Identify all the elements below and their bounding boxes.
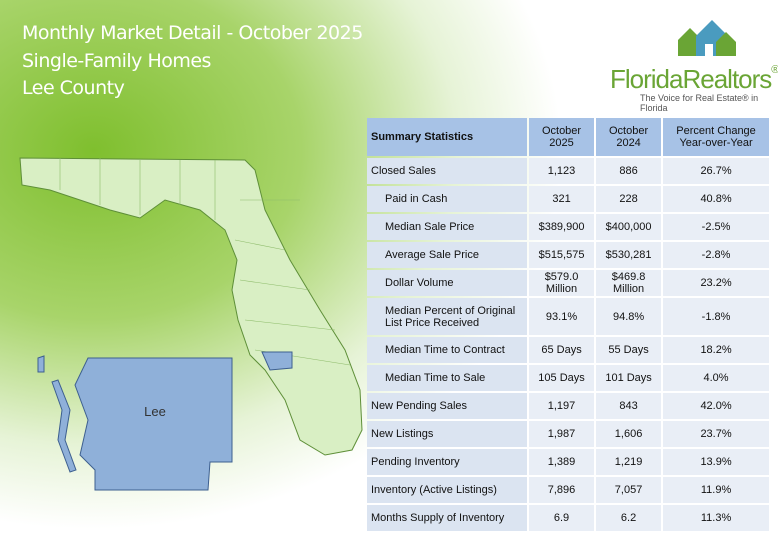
cell-value: $389,900 bbox=[529, 214, 595, 240]
row-label: Inventory (Active Listings) bbox=[367, 477, 527, 503]
cell-value: 1,197 bbox=[529, 393, 595, 419]
cell-value: 13.9% bbox=[663, 449, 769, 475]
lee-highlight bbox=[261, 351, 293, 371]
cell-value: 105 Days bbox=[529, 365, 595, 391]
cell-value: 1,219 bbox=[596, 449, 662, 475]
cell-value: 1,987 bbox=[529, 421, 595, 447]
row-label: Closed Sales bbox=[367, 158, 527, 184]
cell-value: 886 bbox=[596, 158, 662, 184]
county-lines bbox=[59, 158, 351, 366]
cell-value: 18.2% bbox=[663, 337, 769, 363]
cell-value: 843 bbox=[596, 393, 662, 419]
cell-value: -1.8% bbox=[663, 298, 769, 335]
region: Lee County bbox=[22, 77, 125, 99]
table-row: Pending Inventory 1,389 1,219 13.9% bbox=[367, 449, 769, 475]
cell-value: 1,123 bbox=[529, 158, 595, 184]
cell-value: 42.0% bbox=[663, 393, 769, 419]
subtitle: Single-Family Homes bbox=[22, 50, 211, 72]
cell-value: 11.9% bbox=[663, 477, 769, 503]
column-header: Summary Statistics bbox=[367, 118, 527, 156]
row-label: Dollar Volume bbox=[367, 270, 527, 296]
lee-islands bbox=[37, 355, 77, 473]
table-row: Months Supply of Inventory 6.9 6.2 11.3% bbox=[367, 505, 769, 531]
cell-value: 6.9 bbox=[529, 505, 595, 531]
cell-value: 94.8% bbox=[596, 298, 662, 335]
row-label: Median Time to Sale bbox=[367, 365, 527, 391]
cell-value: 55 Days bbox=[596, 337, 662, 363]
cell-value: $579.0 Million bbox=[529, 270, 595, 296]
table-row: Inventory (Active Listings) 7,896 7,057 11.… bbox=[367, 477, 769, 503]
table-row: Dollar Volume $579.0 Million $469.8 Millio… bbox=[367, 270, 769, 296]
cell-value: 1,389 bbox=[529, 449, 595, 475]
cell-value: $515,575 bbox=[529, 242, 595, 268]
cell-value: 7,896 bbox=[529, 477, 595, 503]
summary-table: Summary Statistics October 2025 October 20… bbox=[365, 116, 771, 533]
row-label: Median Percent of Original List Price Re… bbox=[367, 298, 527, 335]
table-row: Average Sale Price $515,575 $530,281 -2.8% bbox=[367, 242, 769, 268]
lee-inset bbox=[74, 357, 233, 491]
row-label: Median Sale Price bbox=[367, 214, 527, 240]
table-row: New Listings 1,987 1,606 23.7% bbox=[367, 421, 769, 447]
cell-value: $469.8 Million bbox=[596, 270, 662, 296]
header-row: Summary Statistics October 2025 October 20… bbox=[367, 118, 769, 156]
cell-value: 23.2% bbox=[663, 270, 769, 296]
cell-value: 11.3% bbox=[663, 505, 769, 531]
cell-value: 228 bbox=[596, 186, 662, 212]
cell-value: 321 bbox=[529, 186, 595, 212]
cell-value: 7,057 bbox=[596, 477, 662, 503]
row-label: Pending Inventory bbox=[367, 449, 527, 475]
row-label: New Pending Sales bbox=[367, 393, 527, 419]
logo-text: FloridaRealtors bbox=[610, 64, 772, 94]
logo-tagline: The Voice for Real Estate® in Florida bbox=[640, 93, 759, 113]
cell-value: 23.7% bbox=[663, 421, 769, 447]
logo-registered: ® bbox=[771, 64, 778, 76]
table-row: New Pending Sales 1,197 843 42.0% bbox=[367, 393, 769, 419]
cell-value: 6.2 bbox=[596, 505, 662, 531]
row-label: Median Time to Contract bbox=[367, 337, 527, 363]
column-header: October 2024 bbox=[596, 118, 662, 156]
row-label: Paid in Cash bbox=[367, 186, 527, 212]
logo-icon bbox=[678, 20, 736, 56]
row-label: Average Sale Price bbox=[367, 242, 527, 268]
row-label: New Listings bbox=[367, 421, 527, 447]
row-label: Months Supply of Inventory bbox=[367, 505, 527, 531]
table-row: Median Percent of Original List Price Re… bbox=[367, 298, 769, 335]
cell-value: $400,000 bbox=[596, 214, 662, 240]
cell-value: -2.5% bbox=[663, 214, 769, 240]
cell-value: 101 Days bbox=[596, 365, 662, 391]
cell-value: -2.8% bbox=[663, 242, 769, 268]
title: Monthly Market Detail - October 2025 bbox=[22, 22, 363, 44]
column-header: Percent Change Year-over-Year bbox=[663, 118, 769, 156]
florida-map bbox=[19, 157, 363, 456]
cell-value: 1,606 bbox=[596, 421, 662, 447]
cell-value: 40.8% bbox=[663, 186, 769, 212]
cell-value: 93.1% bbox=[529, 298, 595, 335]
cell-value: 65 Days bbox=[529, 337, 595, 363]
logo-name: FloridaRealtors® bbox=[610, 64, 778, 95]
table-row: Median Sale Price $389,900 $400,000 -2.5% bbox=[367, 214, 769, 240]
column-header: October 2025 bbox=[529, 118, 595, 156]
table-row: Paid in Cash 321 228 40.8% bbox=[367, 186, 769, 212]
cell-value: $530,281 bbox=[596, 242, 662, 268]
table-row: Median Time to Contract 65 Days 55 Days 18.… bbox=[367, 337, 769, 363]
table-row: Median Time to Sale 105 Days 101 Days 4.0% bbox=[367, 365, 769, 391]
cell-value: 26.7% bbox=[663, 158, 769, 184]
map-label: Lee bbox=[144, 404, 166, 419]
cell-value: 4.0% bbox=[663, 365, 769, 391]
table-row: Closed Sales 1,123 886 26.7% bbox=[367, 158, 769, 184]
